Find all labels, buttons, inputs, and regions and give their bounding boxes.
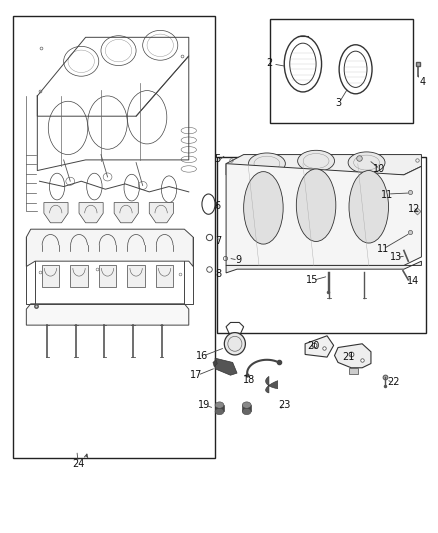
Polygon shape xyxy=(242,405,251,411)
Text: 21: 21 xyxy=(341,352,353,361)
Polygon shape xyxy=(44,203,68,223)
Text: 9: 9 xyxy=(234,255,240,264)
Text: 8: 8 xyxy=(215,270,221,279)
Ellipse shape xyxy=(215,402,223,408)
Ellipse shape xyxy=(243,172,283,244)
Polygon shape xyxy=(70,265,88,287)
Polygon shape xyxy=(149,203,173,223)
Polygon shape xyxy=(304,336,333,357)
Ellipse shape xyxy=(297,150,334,172)
Ellipse shape xyxy=(215,408,223,415)
Text: 7: 7 xyxy=(215,236,221,246)
Polygon shape xyxy=(348,368,357,374)
Bar xyxy=(217,157,425,333)
Bar xyxy=(13,16,215,458)
Text: 12: 12 xyxy=(407,204,420,214)
Text: 14: 14 xyxy=(406,276,418,286)
Polygon shape xyxy=(79,203,103,223)
Ellipse shape xyxy=(248,153,285,174)
Ellipse shape xyxy=(242,402,251,408)
Ellipse shape xyxy=(224,333,245,355)
Text: 5: 5 xyxy=(213,155,219,164)
Text: 11: 11 xyxy=(376,245,388,254)
Polygon shape xyxy=(265,376,277,393)
Polygon shape xyxy=(215,358,237,375)
Polygon shape xyxy=(26,304,188,325)
Polygon shape xyxy=(26,229,193,266)
Polygon shape xyxy=(226,261,420,273)
Polygon shape xyxy=(127,265,145,287)
Text: 22: 22 xyxy=(386,377,399,387)
Polygon shape xyxy=(99,265,116,287)
Polygon shape xyxy=(114,203,138,223)
Polygon shape xyxy=(215,405,223,411)
Text: 10: 10 xyxy=(372,165,384,174)
Polygon shape xyxy=(155,265,173,287)
Text: 18: 18 xyxy=(243,375,255,385)
Text: 2: 2 xyxy=(266,59,272,68)
Text: 6: 6 xyxy=(214,201,220,211)
Text: 11: 11 xyxy=(380,190,392,199)
Polygon shape xyxy=(334,344,370,368)
Ellipse shape xyxy=(348,171,388,243)
Ellipse shape xyxy=(347,152,384,173)
Text: 15: 15 xyxy=(306,275,318,285)
Text: 19: 19 xyxy=(198,400,210,410)
Text: 23: 23 xyxy=(278,400,290,410)
Text: 3: 3 xyxy=(334,99,340,108)
Text: 13: 13 xyxy=(389,252,402,262)
Polygon shape xyxy=(226,164,420,265)
Ellipse shape xyxy=(242,408,251,415)
Text: 24: 24 xyxy=(72,459,84,469)
Polygon shape xyxy=(42,265,59,287)
Text: 17: 17 xyxy=(190,370,202,380)
Polygon shape xyxy=(226,155,420,175)
Ellipse shape xyxy=(296,169,335,241)
Text: 16: 16 xyxy=(195,351,208,361)
Text: 4: 4 xyxy=(418,77,424,86)
Bar xyxy=(269,19,412,123)
Polygon shape xyxy=(212,360,217,367)
Text: 20: 20 xyxy=(306,341,318,351)
